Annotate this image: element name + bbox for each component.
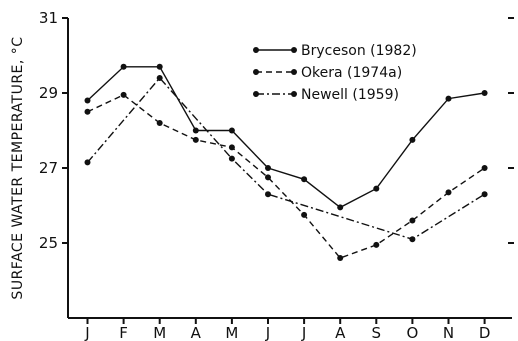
series-1-point-6	[301, 211, 308, 218]
series-1-point-5	[265, 174, 271, 181]
series-0-point-8	[373, 185, 380, 192]
series-line-1	[87, 94, 485, 259]
legend-marker-right-0	[291, 47, 297, 53]
series-0-point-6	[301, 176, 308, 183]
y-tick-label-0: 25	[39, 234, 58, 252]
series-1-point-10	[445, 189, 452, 196]
ticks	[62, 17, 514, 324]
series-0-point-10	[445, 95, 452, 102]
x-tick-label-5: J	[265, 324, 270, 341]
axes	[67, 18, 512, 319]
series-2-point-11	[481, 191, 488, 198]
series-1-point-3	[192, 136, 199, 143]
series-0-point-5	[265, 165, 271, 171]
series-0-point-4	[228, 127, 235, 134]
series-2-point-0	[84, 159, 91, 166]
x-tick-label-4: M	[225, 324, 238, 341]
x-tick-label-10: N	[443, 324, 454, 341]
series-0	[84, 63, 488, 211]
legend-marker-right-2	[291, 91, 297, 97]
series-2-point-9	[409, 236, 416, 243]
x-tick-label-6: J	[301, 324, 306, 341]
legend-marker-left-2	[253, 91, 259, 97]
series-2-point-2	[156, 75, 163, 81]
series-layer	[84, 63, 488, 261]
series-2-point-4	[228, 155, 235, 162]
x-tick-label-11: D	[479, 324, 491, 341]
series-0-point-3	[192, 127, 199, 134]
series-line-2	[86, 76, 485, 240]
series-0-point-7	[337, 204, 344, 211]
x-tick-label-7: A	[335, 324, 346, 341]
y-tick-label-2: 29	[39, 84, 58, 102]
y-axis-label: SURFACE WATER TEMPERATURE, °C	[10, 36, 26, 299]
legend-label-2: Newell (1959)	[301, 87, 399, 103]
series-line-0	[87, 66, 485, 209]
legend-marker-right-1	[291, 69, 297, 75]
series-1-point-8	[373, 241, 380, 248]
x-tick-label-2: M	[153, 324, 166, 341]
series-0-point-9	[409, 136, 416, 143]
x-tick-label-8: S	[372, 324, 382, 341]
series-1	[84, 91, 488, 261]
series-0-point-11	[481, 90, 488, 96]
series-1-point-11	[481, 165, 488, 171]
x-tick-label-1: F	[119, 324, 128, 341]
series-1-point-4	[228, 144, 235, 151]
legend-label-0: Bryceson (1982)	[301, 43, 417, 59]
x-tick-label-9: O	[406, 324, 418, 341]
series-1-point-7	[337, 255, 344, 261]
legend-marker-left-1	[253, 69, 259, 75]
series-1-point-9	[409, 217, 416, 224]
series-1-point-2	[156, 120, 163, 126]
series-2	[84, 75, 488, 243]
series-0-point-2	[156, 63, 163, 70]
y-tick-label-3: 31	[39, 9, 58, 27]
tick-labels: 25 27 29 31 J F M A M J J A S O N D	[39, 9, 490, 341]
x-tick-label-0: J	[84, 324, 89, 341]
series-2-point-5	[265, 191, 271, 198]
series-0-point-0	[84, 97, 91, 104]
x-tick-label-3: A	[191, 324, 202, 341]
y-tick-label-1: 27	[39, 159, 58, 177]
legend: Bryceson (1982) Okera (1974a) Newell (1959…	[253, 43, 417, 103]
series-0-point-1	[120, 63, 127, 70]
legend-marker-left-0	[253, 47, 259, 53]
legend-label-1: Okera (1974a)	[301, 65, 402, 81]
series-1-point-1	[120, 91, 127, 98]
series-1-point-0	[84, 108, 91, 115]
